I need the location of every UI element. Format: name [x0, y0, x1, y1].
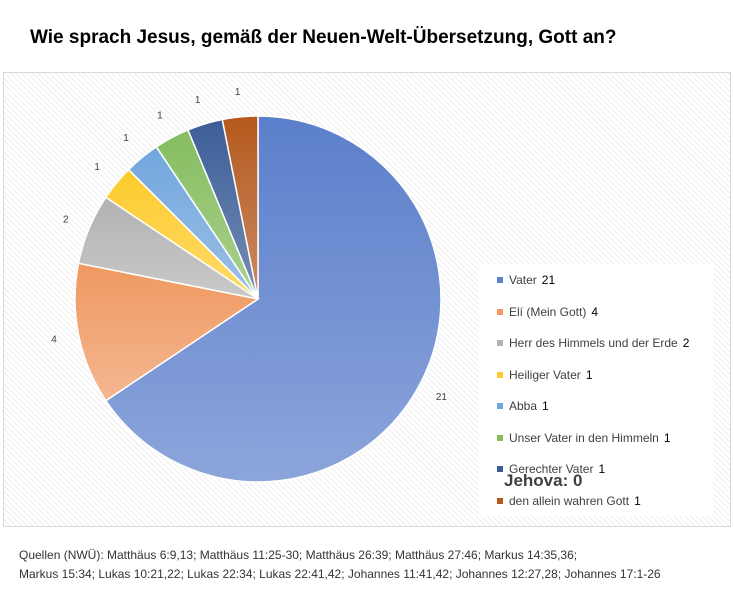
- data-label-unser-vater-in-den-himmeln: 1: [157, 111, 163, 122]
- legend-swatch: [497, 497, 503, 504]
- legend-value: 1: [598, 462, 606, 476]
- legend-value: 1: [585, 367, 593, 382]
- pie-slice-den-allein-wahren-gott: [221, 115, 259, 300]
- legend-item-vater: Vater 21: [497, 270, 555, 290]
- data-label-herr-des-himmels-und-der-erde: 2: [63, 214, 69, 225]
- data-label-gerechter-vater: 1: [195, 95, 201, 106]
- legend-swatch: [497, 466, 503, 472]
- sources-text: Quellen (NWÜ): Matthäus 6:9,13; Matthäus…: [19, 546, 729, 584]
- legend-item-el-mein-gott: Elí (Mein Gott) 4: [497, 302, 598, 322]
- chart-legend: Vater 21 Elí (Mein Gott) 4 Herr des Himmels …: [479, 264, 713, 516]
- data-label-abba: 1: [123, 133, 129, 144]
- legend-swatch: [497, 434, 503, 441]
- legend-swatch: [497, 371, 503, 378]
- legend-item-unser-vater-in-den-himmeln: Unser Vater in den Himmeln 1: [497, 428, 671, 448]
- legend-label: Abba: [509, 399, 538, 413]
- pie-slice-el-mein-gott: [74, 262, 260, 402]
- data-label-el-mein-gott: 4: [51, 335, 57, 346]
- chart-title: Wie sprach Jesus, gemäß der Neuen-Welt-Ü…: [30, 27, 617, 48]
- legend-label: Herr des Himmels und der Erde: [509, 336, 678, 350]
- sources-line-1: Quellen (NWÜ): Matthäus 6:9,13; Matthäus…: [19, 548, 578, 562]
- legend-value: 2: [682, 336, 690, 350]
- legend-item-gerechter-vater: Gerechter Vater 1: [497, 459, 605, 479]
- legend-value: 21: [541, 273, 556, 287]
- legend-item-abba: Abba 1: [497, 396, 549, 416]
- legend-item-herr-des-himmels-und-der-erde: Herr des Himmels und der Erde 2: [497, 333, 689, 353]
- sources-line-2: Markus 15:34; Lukas 10:21,22; Lukas 22:3…: [19, 567, 661, 581]
- legend-value: 1: [542, 399, 549, 413]
- legend-swatch: [497, 403, 503, 409]
- legend-label: Elí (Mein Gott): [509, 304, 587, 319]
- legend-value: 4: [591, 304, 599, 319]
- legend-label: Unser Vater in den Himmeln: [509, 430, 659, 445]
- pie-slice-vater: [104, 115, 442, 483]
- legend-swatch: [497, 308, 503, 315]
- data-label-den-allein-wahren-gott: 1: [235, 87, 241, 98]
- jehova-note: Jehova: 0: [504, 471, 583, 490]
- legend-label: Vater: [509, 273, 537, 287]
- legend-label: Heiliger Vater: [509, 367, 581, 382]
- legend-item-den-allein-wahren-gott: den allein wahren Gott 1: [497, 491, 641, 511]
- legend-value: 1: [663, 430, 671, 445]
- legend-item-heiliger-vater: Heiliger Vater 1: [497, 365, 593, 385]
- legend-value: 1: [634, 493, 641, 508]
- legend-label: den allein wahren Gott: [509, 493, 630, 508]
- legend-swatch: [497, 340, 503, 346]
- data-label-heiliger-vater: 1: [94, 162, 100, 173]
- data-label-vater: 21: [436, 392, 448, 403]
- chart-area: 21 4 2 1 1 1 1 1 Vater 21 Elí (Mein Gott) 4 Herr de…: [3, 72, 731, 527]
- legend-swatch: [497, 277, 503, 283]
- legend-label: Gerechter Vater: [509, 462, 594, 476]
